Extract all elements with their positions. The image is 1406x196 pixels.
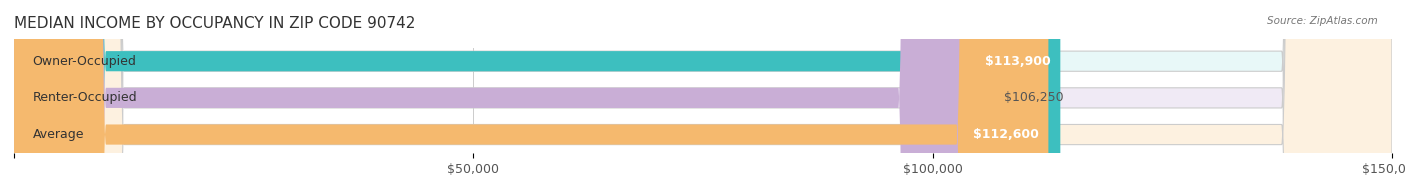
Text: $112,600: $112,600 <box>973 128 1039 141</box>
Text: $113,900: $113,900 <box>986 55 1052 68</box>
FancyBboxPatch shape <box>14 0 1392 196</box>
FancyBboxPatch shape <box>14 0 1060 196</box>
Text: MEDIAN INCOME BY OCCUPANCY IN ZIP CODE 90742: MEDIAN INCOME BY OCCUPANCY IN ZIP CODE 9… <box>14 16 415 31</box>
FancyBboxPatch shape <box>14 0 990 196</box>
Text: Source: ZipAtlas.com: Source: ZipAtlas.com <box>1267 16 1378 26</box>
FancyBboxPatch shape <box>14 0 1392 196</box>
Text: Average: Average <box>32 128 84 141</box>
Text: $106,250: $106,250 <box>1004 91 1063 104</box>
Text: Owner-Occupied: Owner-Occupied <box>32 55 136 68</box>
Text: Renter-Occupied: Renter-Occupied <box>32 91 136 104</box>
FancyBboxPatch shape <box>14 0 1392 196</box>
FancyBboxPatch shape <box>14 0 1049 196</box>
